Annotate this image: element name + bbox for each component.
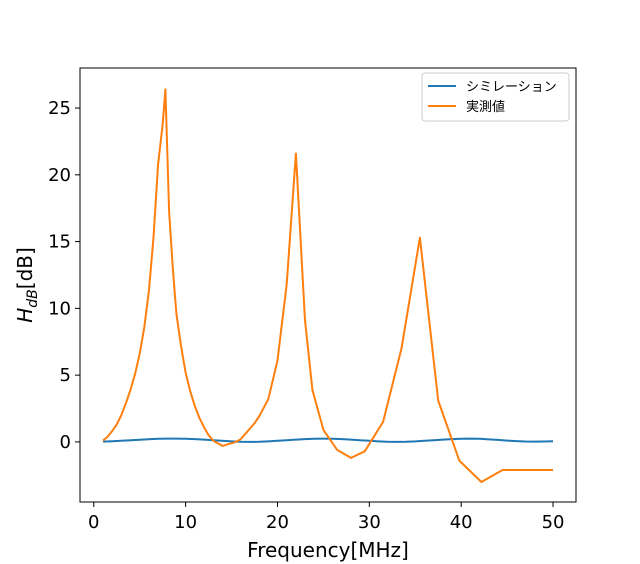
y-tick-label: 0 [60, 432, 71, 453]
y-tick-label: 20 [48, 165, 71, 186]
y-axis-label-unit: [dB] [13, 247, 37, 289]
legend-box [421, 72, 570, 122]
y-tick-label: 5 [60, 365, 71, 386]
y-tick-label: 15 [48, 232, 71, 253]
x-tick-label: 20 [266, 512, 289, 533]
y-axis-label-sub: dB [25, 289, 41, 308]
legend-label-simulation: シミレーション [466, 80, 557, 95]
y-tick-label: 10 [48, 298, 71, 319]
series-line-1 [102, 88, 553, 483]
x-axis-label: Frequency[MHz] [247, 538, 409, 562]
plot-frame [79, 67, 577, 503]
legend-label-measured: 実測値 [466, 99, 505, 115]
x-tick-label: 30 [358, 512, 381, 533]
x-tick-label: 0 [88, 512, 99, 533]
y-axis-label-main: H [13, 308, 37, 323]
y-tick-label: 25 [48, 98, 71, 119]
series-layer [102, 88, 554, 483]
x-tick-label: 40 [450, 512, 473, 533]
y-axis-ticks: 0 5 10 15 20 25 [48, 98, 80, 453]
x-axis-ticks: 0 10 20 30 40 50 [88, 502, 564, 533]
legend: シミレーション 実測値 [421, 72, 570, 122]
x-tick-label: 50 [542, 512, 565, 533]
y-axis-label: HdB[dB] [13, 247, 41, 323]
series-line-0 [102, 437, 554, 443]
x-tick-label: 10 [174, 512, 197, 533]
